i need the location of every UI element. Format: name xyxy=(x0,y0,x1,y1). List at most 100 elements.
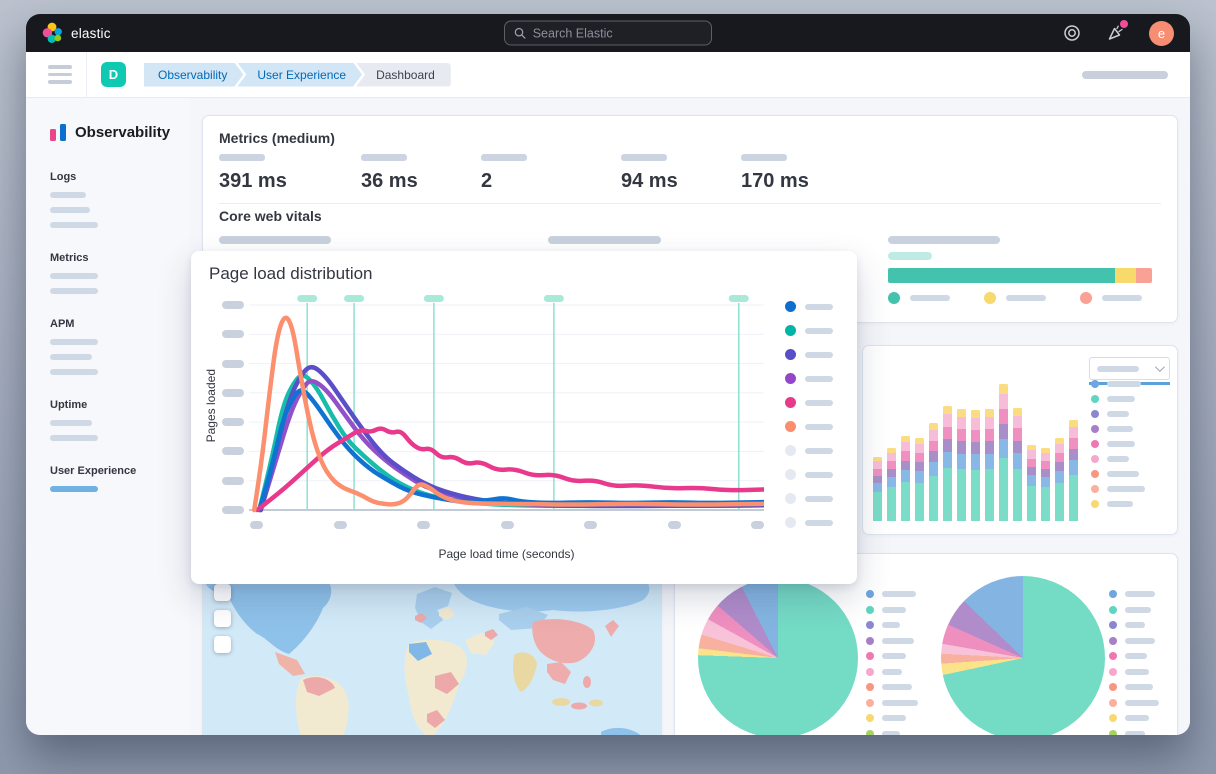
series-orange[interactable] xyxy=(251,315,764,513)
series-blue[interactable] xyxy=(257,388,764,513)
vitals-legend-item[interactable] xyxy=(984,292,1046,304)
legend-item[interactable] xyxy=(866,605,918,614)
legend-item[interactable] xyxy=(866,636,918,645)
line-legend-item[interactable] xyxy=(785,445,833,456)
stacked-bar[interactable] xyxy=(985,409,994,521)
map-zoom-out-button[interactable] xyxy=(214,610,231,627)
legend-item[interactable] xyxy=(1091,455,1145,463)
line-legend-item[interactable] xyxy=(785,421,833,432)
line-legend-item[interactable] xyxy=(785,373,833,384)
legend-item[interactable] xyxy=(1109,698,1159,707)
legend-item[interactable] xyxy=(866,590,918,598)
bar-segment xyxy=(985,409,994,417)
legend-skeleton-label xyxy=(882,622,900,628)
stacked-bar[interactable] xyxy=(957,409,966,521)
bar-segment xyxy=(1027,458,1036,468)
legend-dot xyxy=(1109,683,1117,691)
legend-item[interactable] xyxy=(1109,652,1159,660)
stacked-bar[interactable] xyxy=(873,457,882,521)
legend-item[interactable] xyxy=(1109,605,1159,614)
bar-segment xyxy=(999,423,1008,439)
vitals-legend-item[interactable] xyxy=(1080,292,1142,304)
stacked-bar[interactable] xyxy=(1041,448,1050,521)
visitor-breakdown-bar-panel xyxy=(862,345,1178,535)
legend-item[interactable] xyxy=(1109,683,1159,691)
newsfeed-icon[interactable] xyxy=(1105,20,1128,44)
stacked-bar[interactable] xyxy=(1055,438,1064,521)
series-pink[interactable] xyxy=(254,426,764,513)
stacked-bar[interactable] xyxy=(915,438,924,521)
bar-segment xyxy=(1027,467,1036,476)
legend-item[interactable] xyxy=(1109,667,1159,676)
line-legend-item[interactable] xyxy=(785,397,833,408)
stacked-bar[interactable] xyxy=(943,406,952,521)
breadcrumb-item-dashboard[interactable]: Dashboard xyxy=(356,62,451,87)
stacked-bar[interactable] xyxy=(887,448,896,521)
line-legend-item[interactable] xyxy=(785,517,833,528)
stacked-bar[interactable] xyxy=(1013,408,1022,521)
stacked-bar[interactable] xyxy=(901,436,910,521)
legend-item[interactable] xyxy=(866,729,918,735)
x-tick-skeleton xyxy=(500,521,514,529)
breadcrumb-item-observability[interactable]: Observability xyxy=(144,63,243,87)
vitals-legend-item[interactable] xyxy=(888,292,950,304)
legend-item[interactable] xyxy=(1091,470,1145,478)
line-legend-item[interactable] xyxy=(785,493,833,504)
legend-item[interactable] xyxy=(1091,395,1145,403)
sidebar-item-logs[interactable]: Logs xyxy=(50,171,190,228)
sidebar-item-apm[interactable]: APM xyxy=(50,318,190,375)
breadcrumb-item-user-experience[interactable]: User Experience xyxy=(237,63,362,87)
pie-chart-left[interactable] xyxy=(698,578,858,735)
legend-item[interactable] xyxy=(1109,621,1159,629)
pie-left-legend xyxy=(866,590,918,735)
legend-item[interactable] xyxy=(866,667,918,676)
legend-item[interactable] xyxy=(1109,714,1159,722)
core-web-vitals-title: Core web vitals xyxy=(219,208,322,224)
legend-item[interactable] xyxy=(1091,425,1145,433)
pie-chart-right[interactable] xyxy=(941,576,1105,735)
legend-item[interactable] xyxy=(1091,410,1145,418)
space-badge[interactable]: D xyxy=(101,62,126,87)
line-legend-item[interactable] xyxy=(785,469,833,480)
metric-skeleton-label xyxy=(621,154,667,161)
legend-item[interactable] xyxy=(866,714,918,722)
legend-item[interactable] xyxy=(866,683,918,691)
legend-item[interactable] xyxy=(1091,380,1145,388)
sidebar-item-metrics[interactable]: Metrics xyxy=(50,252,190,294)
sidebar-item-uptime[interactable]: Uptime xyxy=(50,399,190,441)
legend-item[interactable] xyxy=(1091,485,1145,493)
line-legend-item[interactable] xyxy=(785,301,833,312)
sidebar-skeleton-line xyxy=(50,288,98,294)
legend-item[interactable] xyxy=(866,652,918,660)
legend-item[interactable] xyxy=(1091,440,1145,448)
select-dropdown[interactable] xyxy=(1089,357,1170,380)
line-legend-item[interactable] xyxy=(785,325,833,336)
legend-item[interactable] xyxy=(866,621,918,629)
stacked-bar[interactable] xyxy=(999,384,1008,521)
stacked-bar[interactable] xyxy=(1027,445,1036,521)
legend-dot xyxy=(866,605,874,614)
map-layers-button[interactable] xyxy=(214,636,231,653)
legend-item[interactable] xyxy=(1091,500,1145,508)
help-icon[interactable] xyxy=(1061,22,1083,44)
legend-dot xyxy=(1091,455,1099,463)
menu-icon[interactable] xyxy=(48,65,72,84)
sidebar-item-user-experience[interactable]: User Experience xyxy=(50,465,190,492)
stacked-bar[interactable] xyxy=(929,423,938,521)
user-avatar[interactable]: e xyxy=(1149,20,1174,46)
stacked-bar[interactable] xyxy=(1069,420,1078,521)
legend-dot xyxy=(785,445,796,456)
legend-item[interactable] xyxy=(1109,590,1159,598)
legend-item[interactable] xyxy=(1109,729,1159,735)
legend-skeleton-label xyxy=(805,375,833,382)
elastic-logo[interactable]: elastic xyxy=(42,22,111,44)
map-controls xyxy=(214,584,231,653)
map-zoom-in-button[interactable] xyxy=(214,584,231,601)
line-legend-item[interactable] xyxy=(785,349,833,360)
legend-dot xyxy=(888,292,900,304)
search-input[interactable] xyxy=(532,26,702,40)
stacked-bar[interactable] xyxy=(971,410,980,521)
legend-item[interactable] xyxy=(866,698,918,707)
legend-item[interactable] xyxy=(1109,636,1159,645)
global-search[interactable] xyxy=(504,20,712,46)
